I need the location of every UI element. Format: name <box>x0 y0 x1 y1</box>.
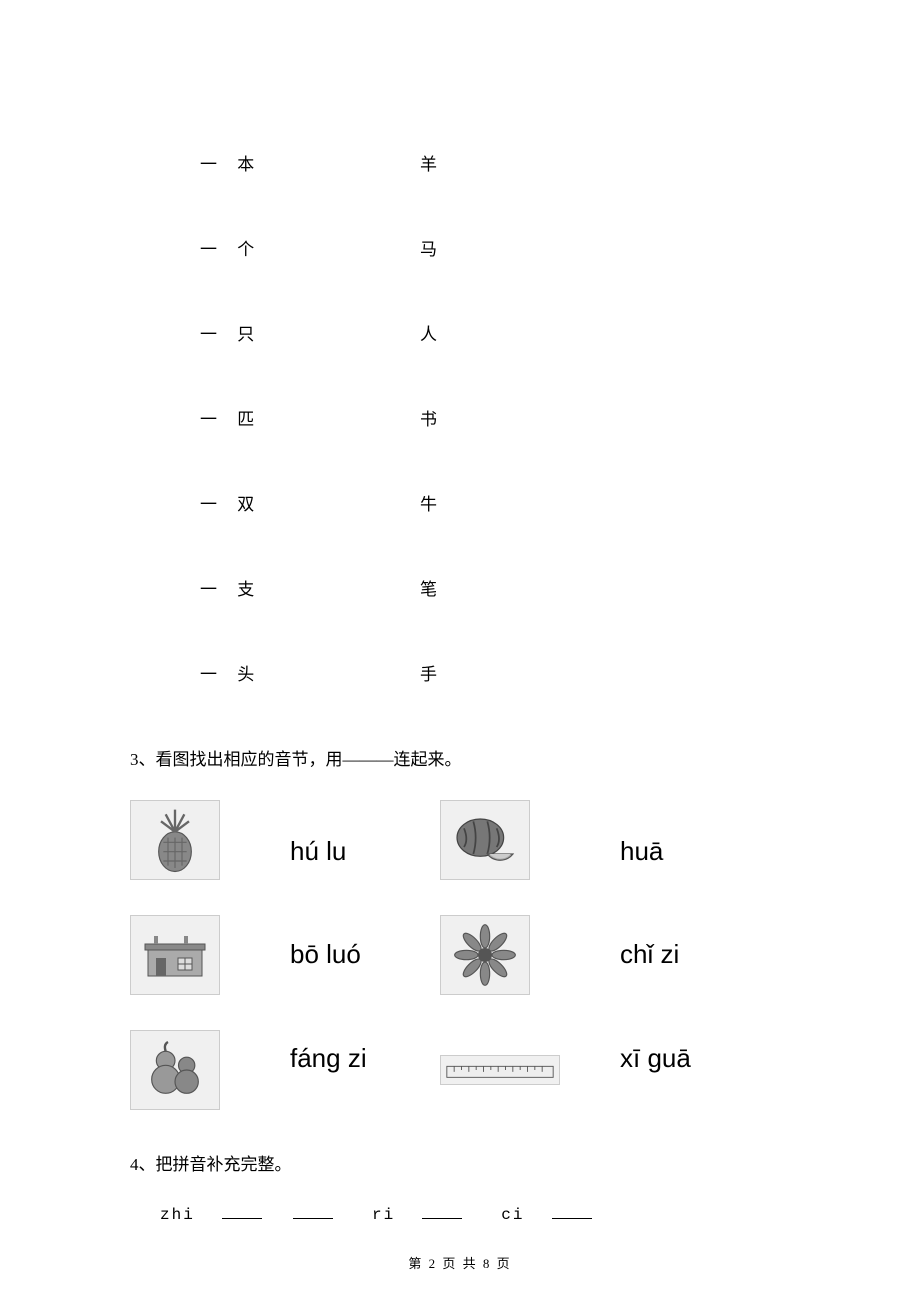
match-row: 一 头 手 <box>130 660 790 685</box>
match-right-5: 笔 <box>420 575 445 600</box>
match-left-0: 一 本 <box>200 150 290 175</box>
ruler-image <box>440 1055 560 1085</box>
left-image-column <box>130 800 220 1110</box>
match-right-0: 羊 <box>420 150 445 175</box>
pinyin-chizi: chǐ zi <box>620 939 691 970</box>
match-left-6: 一 头 <box>200 660 290 685</box>
gourds-image <box>130 1030 220 1110</box>
pinyin-hulu: hú lu <box>290 836 420 867</box>
match-right-4: 牛 <box>420 490 445 515</box>
pinyin-boluo: bō luó <box>290 939 420 970</box>
match-left-5: 一 支 <box>200 575 290 600</box>
match-row: 一 只 人 <box>130 320 790 345</box>
ruler-icon <box>445 1060 555 1080</box>
gourd-icon <box>140 1035 210 1105</box>
page-footer: 第 2 页 共 8 页 <box>0 1253 920 1272</box>
fill-ci: ci <box>501 1206 524 1224</box>
pineapple-icon <box>140 805 210 875</box>
match-right-3: 书 <box>420 405 445 430</box>
house-image <box>130 915 220 995</box>
match-right-6: 手 <box>420 660 445 685</box>
watermelon-icon <box>450 805 520 875</box>
right-pinyin-column: huā chǐ zi xī guā <box>620 800 691 1110</box>
question-3-label: 3、看图找出相应的音节，用———连起来。 <box>130 745 790 770</box>
match-row: 一 双 牛 <box>130 490 790 515</box>
flower-image <box>440 915 530 995</box>
pinyin-hua: huā <box>620 836 691 867</box>
blank-1[interactable] <box>222 1205 262 1219</box>
match-left-1: 一 个 <box>200 235 290 260</box>
match-right-1: 马 <box>420 235 445 260</box>
blank-2[interactable] <box>293 1205 333 1219</box>
fill-zhi: zhi <box>160 1206 195 1224</box>
watermelon-image <box>440 800 530 880</box>
house-icon <box>140 920 210 990</box>
flower-icon <box>450 920 520 990</box>
match-left-3: 一 匹 <box>200 405 290 430</box>
pinyin-xigua: xī guā <box>620 1043 691 1074</box>
image-match-section: hú lu bō luó fáng zi <box>130 800 790 1110</box>
match-row: 一 本 羊 <box>130 150 790 175</box>
match-left-4: 一 双 <box>200 490 290 515</box>
question-4-label: 4、把拼音补充完整。 <box>130 1150 790 1175</box>
pinyin-fangzi: fáng zi <box>290 1043 420 1074</box>
match-row: 一 个 马 <box>130 235 790 260</box>
pineapple-image <box>130 800 220 880</box>
fill-ri: ri <box>372 1206 395 1224</box>
blank-4[interactable] <box>552 1205 592 1219</box>
left-pinyin-column: hú lu bō luó fáng zi <box>290 800 420 1110</box>
match-row: 一 匹 书 <box>130 405 790 430</box>
right-image-column <box>440 800 560 1110</box>
blank-3[interactable] <box>422 1205 462 1219</box>
matching-section: 一 本 羊 一 个 马 一 只 人 一 匹 书 一 双 牛 一 支 笔 一 头 … <box>130 0 790 685</box>
match-row: 一 支 笔 <box>130 575 790 600</box>
fill-line: zhi ri ci <box>160 1205 790 1224</box>
match-right-2: 人 <box>420 320 445 345</box>
match-left-2: 一 只 <box>200 320 290 345</box>
